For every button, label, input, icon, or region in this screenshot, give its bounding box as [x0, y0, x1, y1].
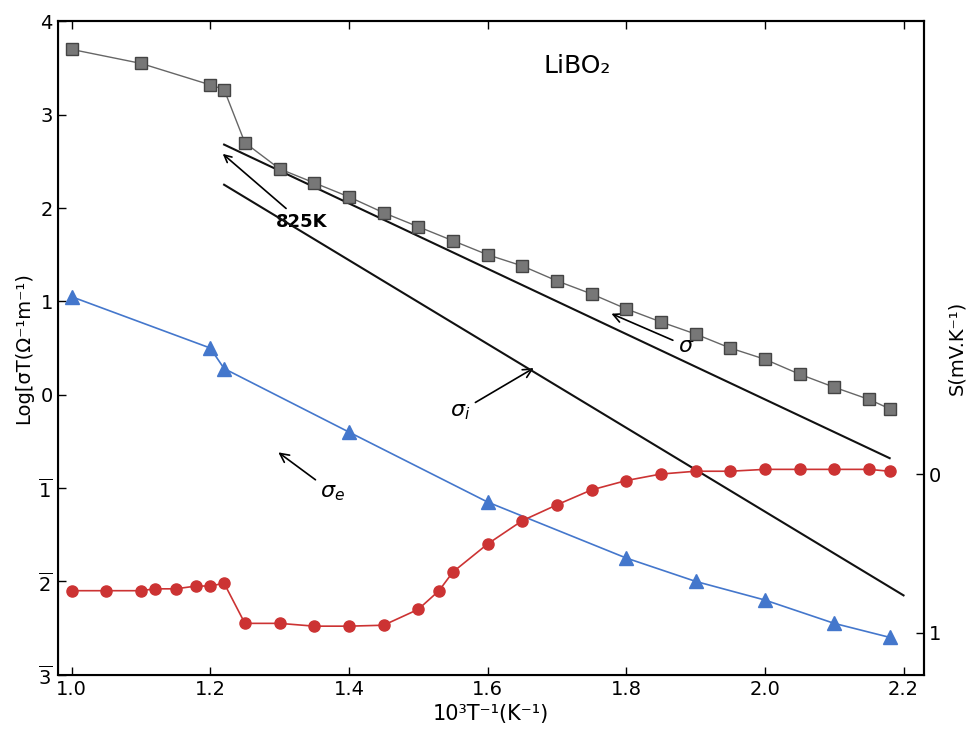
Text: $\sigma_e$: $\sigma_e$: [280, 453, 345, 503]
Y-axis label: S(mV.K⁻¹): S(mV.K⁻¹): [947, 301, 966, 395]
Text: $\sigma$: $\sigma$: [613, 314, 695, 356]
Y-axis label: Log[σT(Ω⁻¹m⁻¹): Log[σT(Ω⁻¹m⁻¹): [14, 272, 33, 424]
Text: 825K: 825K: [224, 155, 327, 231]
X-axis label: 10³T⁻¹(K⁻¹): 10³T⁻¹(K⁻¹): [433, 704, 549, 724]
Text: $\sigma_i$: $\sigma_i$: [450, 369, 532, 421]
Text: LiBO₂: LiBO₂: [543, 54, 611, 78]
